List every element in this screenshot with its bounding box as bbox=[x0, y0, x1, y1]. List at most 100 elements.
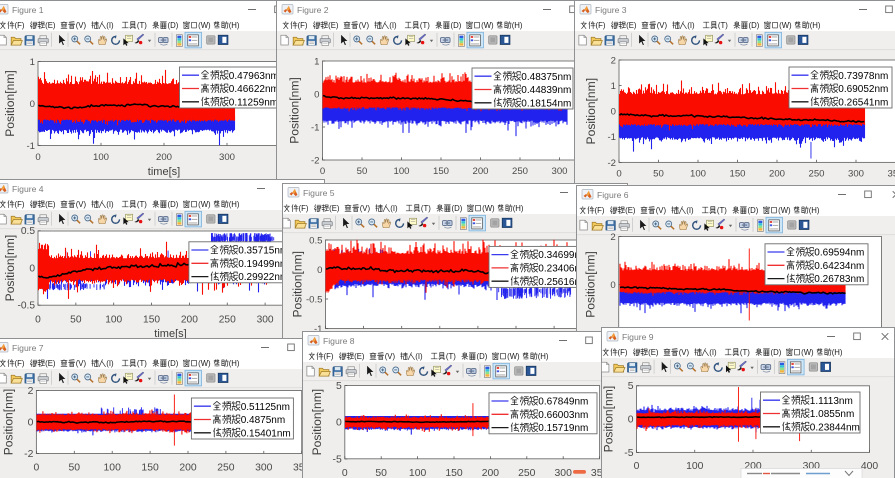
svg-text:-2: -2 bbox=[311, 155, 320, 166]
svg-text:Position[nm]: Position[nm] bbox=[1, 389, 15, 456]
svg-text:0.26541nm: 0.26541nm bbox=[838, 97, 888, 108]
svg-text:0: 0 bbox=[610, 280, 615, 291]
svg-text:150: 150 bbox=[141, 463, 159, 474]
svg-text:300: 300 bbox=[255, 463, 273, 474]
svg-text:50: 50 bbox=[653, 169, 664, 180]
svg-text:200: 200 bbox=[744, 461, 762, 472]
svg-text:200: 200 bbox=[156, 152, 172, 163]
svg-text:0: 0 bbox=[314, 89, 319, 100]
svg-text:0.66003nm: 0.66003nm bbox=[538, 410, 588, 421]
svg-text:0.4875nm: 0.4875nm bbox=[241, 415, 285, 426]
svg-text:100: 100 bbox=[93, 152, 109, 163]
svg-text:Figure 9: Figure 9 bbox=[622, 332, 654, 342]
svg-text:0.25616nm: 0.25616nm bbox=[538, 277, 588, 288]
svg-text:0.26783nm: 0.26783nm bbox=[814, 274, 864, 285]
svg-text:Figure 3: Figure 3 bbox=[595, 5, 627, 15]
svg-text:0.5: 0.5 bbox=[309, 235, 322, 246]
svg-text:50: 50 bbox=[70, 314, 82, 325]
svg-text:0: 0 bbox=[628, 415, 634, 426]
svg-text:0.64234nm: 0.64234nm bbox=[814, 261, 864, 272]
svg-text:-2: -2 bbox=[607, 158, 616, 169]
svg-text:0.15719nm: 0.15719nm bbox=[538, 423, 588, 434]
svg-text:250: 250 bbox=[518, 468, 536, 478]
svg-text:1: 1 bbox=[314, 56, 319, 67]
svg-text:2: 2 bbox=[610, 232, 615, 243]
svg-text:1: 1 bbox=[30, 57, 35, 68]
svg-text:350: 350 bbox=[591, 468, 609, 478]
svg-text:Position[nm]: Position[nm] bbox=[3, 235, 17, 302]
svg-text:Figure 6: Figure 6 bbox=[597, 190, 629, 200]
svg-text:150: 150 bbox=[445, 468, 463, 478]
svg-text:-1: -1 bbox=[314, 324, 323, 335]
svg-text:100: 100 bbox=[105, 314, 122, 325]
svg-text:0.46622nm: 0.46622nm bbox=[229, 84, 279, 95]
svg-text:0.5: 0.5 bbox=[21, 226, 35, 237]
svg-text:1.1113nm: 1.1113nm bbox=[810, 396, 853, 407]
svg-text:300: 300 bbox=[803, 461, 821, 472]
svg-text:-0.5: -0.5 bbox=[306, 294, 323, 305]
svg-text:100: 100 bbox=[409, 468, 427, 478]
svg-text:0.44839nm: 0.44839nm bbox=[521, 85, 571, 96]
svg-text:150: 150 bbox=[433, 166, 449, 177]
svg-text:0.19499nm: 0.19499nm bbox=[238, 259, 288, 270]
svg-text:0: 0 bbox=[317, 265, 322, 276]
svg-text:400: 400 bbox=[861, 461, 879, 472]
svg-text:Position[nm]: Position[nm] bbox=[310, 389, 324, 456]
svg-text:250: 250 bbox=[512, 166, 528, 177]
svg-text:0: 0 bbox=[634, 461, 640, 472]
svg-text:350: 350 bbox=[293, 463, 311, 474]
svg-text:350: 350 bbox=[887, 169, 895, 180]
svg-text:Position[nm]: Position[nm] bbox=[291, 251, 305, 318]
svg-text:0.69052nm: 0.69052nm bbox=[838, 84, 888, 95]
svg-text:Figure 4: Figure 4 bbox=[12, 184, 44, 194]
svg-text:150: 150 bbox=[729, 169, 745, 180]
svg-text:-5: -5 bbox=[333, 454, 342, 465]
svg-text:5: 5 bbox=[628, 381, 634, 392]
svg-text:-2: -2 bbox=[24, 449, 33, 460]
svg-text:0.29922nm: 0.29922nm bbox=[238, 272, 288, 283]
svg-text:100: 100 bbox=[690, 169, 706, 180]
svg-text:Position[nm]: Position[nm] bbox=[288, 77, 302, 144]
svg-text:50: 50 bbox=[375, 468, 387, 478]
svg-text:Position[nm]: Position[nm] bbox=[3, 70, 17, 137]
svg-text:time[s]: time[s] bbox=[154, 328, 186, 340]
svg-text:Figure 5: Figure 5 bbox=[303, 188, 335, 198]
svg-text:300: 300 bbox=[555, 468, 573, 478]
svg-text:0: 0 bbox=[336, 418, 342, 429]
svg-text:250: 250 bbox=[217, 463, 235, 474]
svg-text:0.23406nm: 0.23406nm bbox=[538, 264, 588, 275]
svg-text:0.67849nm: 0.67849nm bbox=[538, 397, 588, 408]
svg-text:200: 200 bbox=[482, 468, 500, 478]
svg-text:100: 100 bbox=[686, 461, 704, 472]
svg-text:0.11259nm: 0.11259nm bbox=[229, 97, 278, 108]
svg-text:0: 0 bbox=[34, 463, 40, 474]
svg-text:200: 200 bbox=[769, 169, 785, 180]
svg-text:0: 0 bbox=[29, 263, 35, 274]
svg-text:0.15401nm: 0.15401nm bbox=[241, 428, 291, 439]
svg-text:300: 300 bbox=[551, 166, 567, 177]
svg-text:0: 0 bbox=[320, 166, 325, 177]
svg-text:5: 5 bbox=[336, 381, 342, 392]
svg-text:0.35715nm: 0.35715nm bbox=[238, 246, 288, 257]
svg-text:Position[nm]: Position[nm] bbox=[584, 251, 598, 318]
svg-text:-1: -1 bbox=[311, 122, 320, 133]
svg-text:150: 150 bbox=[143, 314, 160, 325]
svg-text:0.47963nm: 0.47963nm bbox=[229, 71, 279, 82]
svg-text:1.0855nm: 1.0855nm bbox=[810, 409, 854, 420]
svg-text:0: 0 bbox=[30, 99, 35, 110]
svg-text:0.18154nm: 0.18154nm bbox=[521, 98, 571, 109]
svg-text:50: 50 bbox=[69, 463, 81, 474]
svg-text:2: 2 bbox=[611, 55, 616, 66]
svg-text:300: 300 bbox=[848, 169, 864, 180]
svg-text:0: 0 bbox=[28, 417, 34, 428]
svg-text:1: 1 bbox=[611, 81, 616, 92]
svg-text:300: 300 bbox=[219, 152, 235, 163]
svg-text:100: 100 bbox=[393, 166, 409, 177]
svg-text:Figure 2: Figure 2 bbox=[297, 5, 329, 15]
svg-text:0.73978nm: 0.73978nm bbox=[838, 71, 888, 82]
svg-text:100: 100 bbox=[104, 463, 122, 474]
svg-text:300: 300 bbox=[257, 314, 274, 325]
svg-text:200: 200 bbox=[472, 166, 488, 177]
svg-text:200: 200 bbox=[181, 314, 198, 325]
svg-text:50: 50 bbox=[357, 166, 368, 177]
